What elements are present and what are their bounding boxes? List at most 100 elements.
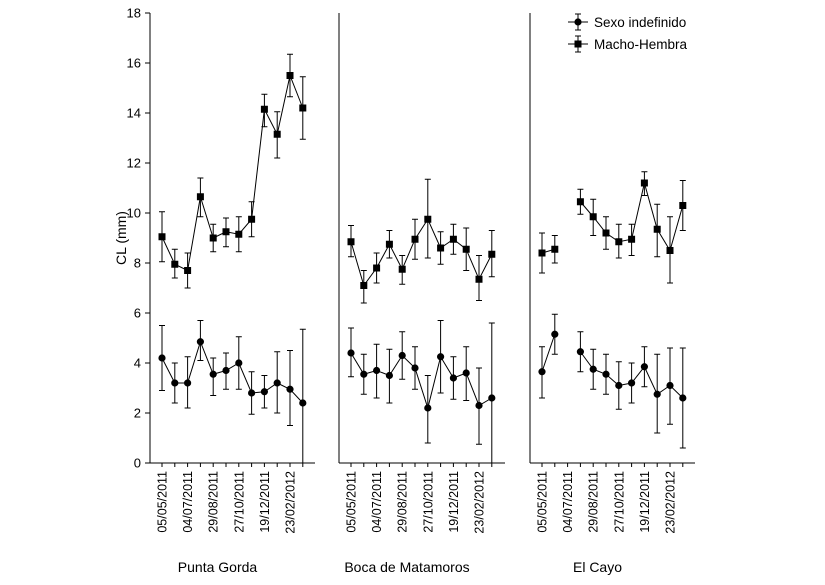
data-point: [488, 394, 496, 402]
series-sexo-indefinido: [538, 313, 687, 449]
data-point: [666, 381, 674, 390]
x-tick-label: 05/05/2011: [536, 471, 550, 533]
data-point: [640, 179, 648, 187]
data-point: [640, 363, 649, 371]
data-point: [286, 72, 294, 79]
data-point: [158, 233, 166, 241]
data-point: [424, 215, 432, 223]
series-line: [161, 340, 304, 404]
data-point: [475, 401, 483, 410]
legend: Sexo indefinido Macho-Hembra: [568, 13, 688, 53]
data-point: [209, 234, 217, 242]
data-point: [299, 104, 307, 112]
data-point: [653, 390, 661, 398]
panel-title: El Cayo: [573, 559, 622, 575]
x-tick-label: 23/02/2012: [664, 471, 678, 534]
data-point: [462, 369, 470, 377]
x-tick-label: 27/10/2011: [232, 471, 246, 533]
x-tick-label: 29/08/2011: [587, 471, 601, 533]
data-point: [347, 238, 355, 246]
x-tick-label: 19/12/2011: [258, 471, 272, 533]
series-line: [541, 334, 556, 372]
data-point: [628, 235, 636, 243]
legend-marker: [574, 40, 582, 48]
data-point: [373, 264, 381, 272]
chart-panels: 05/05/2011 04/07/2011 29/08/2011 27/10/2011…: [149, 13, 695, 575]
x-tick-label: 04/07/2011: [370, 471, 384, 533]
data-point: [475, 275, 483, 283]
data-point: [602, 370, 610, 378]
x-tick-label: 29/08/2011: [396, 471, 410, 533]
panel-1: 05/05/2011 04/07/2011 29/08/2011 27/10/2011…: [149, 13, 315, 575]
series-macho-hembra: [347, 178, 496, 304]
data-point: [449, 374, 457, 382]
data-point: [184, 267, 192, 274]
data-point: [360, 370, 368, 378]
data-point: [222, 366, 230, 375]
panel-3: 05/05/2011 04/07/2011 29/08/2011 27/10/2011…: [529, 13, 695, 575]
data-point: [347, 349, 355, 357]
data-point: [248, 215, 256, 223]
data-point: [196, 338, 204, 346]
data-point: [222, 228, 230, 236]
data-point: [437, 353, 445, 361]
panel-2: 05/05/2011 04/07/2011 29/08/2011 27/10/2011…: [338, 13, 505, 575]
data-point: [602, 229, 610, 237]
data-point: [398, 351, 406, 360]
data-point: [360, 282, 368, 289]
data-point: [424, 404, 432, 412]
series-macho-hembra: [538, 171, 687, 284]
data-point: [589, 365, 597, 373]
data-point: [628, 379, 636, 387]
y-tick-label: 16: [127, 56, 141, 71]
data-point: [299, 399, 307, 407]
x-tick-label: 19/12/2011: [447, 471, 461, 533]
y-tick-label: 14: [127, 106, 141, 121]
data-point: [679, 202, 687, 209]
data-point: [248, 389, 256, 397]
y-tick-label: 0: [134, 456, 141, 471]
x-tick-label: 23/02/2012: [473, 471, 487, 534]
data-point: [171, 379, 179, 387]
data-point: [209, 370, 217, 378]
data-point: [385, 240, 393, 248]
x-tick-label: 29/08/2011: [207, 471, 221, 533]
series-sexo-indefinido: [158, 320, 307, 464]
data-point: [273, 130, 281, 138]
data-point: [411, 364, 419, 372]
data-point: [398, 265, 406, 273]
data-point: [286, 385, 294, 393]
data-point: [235, 230, 243, 238]
data-point: [260, 105, 268, 113]
data-point: [589, 213, 597, 221]
data-point: [260, 388, 268, 396]
legend-label: Sexo indefinido: [594, 15, 686, 30]
legend-entry: Macho-Hembra: [568, 35, 688, 53]
data-point: [666, 247, 674, 254]
data-point: [576, 348, 585, 356]
series-sexo-indefinido: [347, 320, 496, 464]
data-point: [551, 245, 559, 253]
y-tick-label: 18: [127, 6, 141, 21]
y-axis: 0 2 4 6 8 10 12 14 16 18: [127, 6, 150, 471]
series-line: [161, 73, 304, 272]
legend-marker: [574, 18, 582, 26]
data-point: [196, 193, 204, 201]
x-tick-label: 04/07/2011: [561, 471, 575, 533]
data-point: [462, 245, 470, 253]
data-point: [551, 330, 559, 338]
data-point: [437, 244, 445, 252]
panel-title: Punta Gorda: [178, 559, 258, 575]
data-point: [235, 359, 243, 367]
data-point: [615, 238, 623, 246]
y-axis-title: CL (mm): [113, 211, 129, 265]
x-tick-label: 19/12/2011: [638, 471, 652, 533]
series-macho-hembra: [158, 53, 307, 289]
data-point: [653, 225, 661, 233]
x-tick-label: 27/10/2011: [612, 471, 626, 533]
data-point: [158, 354, 166, 362]
data-point: [449, 235, 457, 243]
data-point: [538, 368, 546, 376]
series-line: [350, 218, 493, 287]
y-tick-label: 4: [134, 356, 141, 371]
